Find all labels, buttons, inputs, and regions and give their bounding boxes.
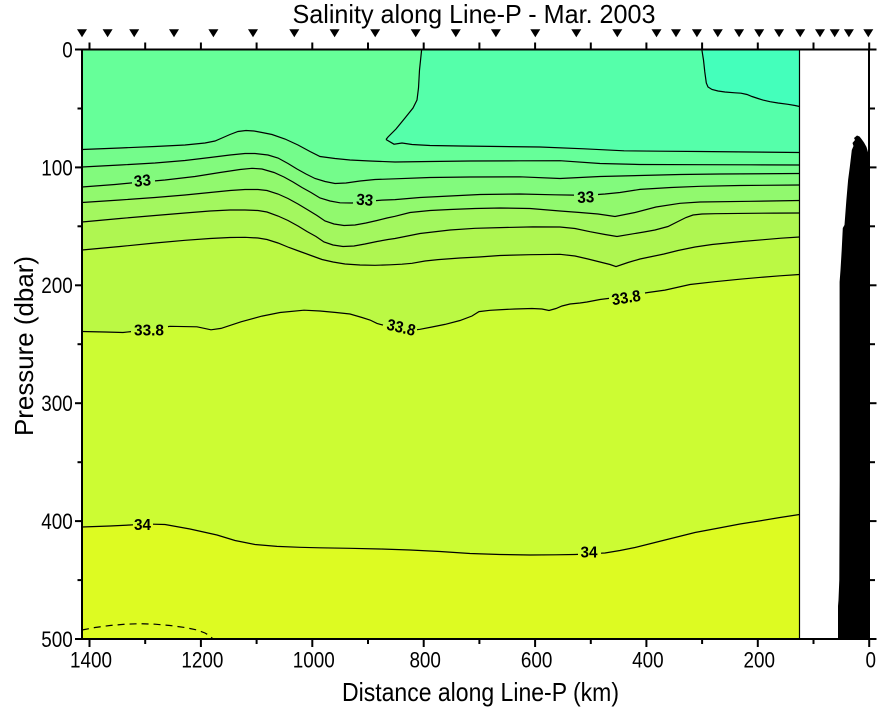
svg-text:1000: 1000 (293, 647, 335, 672)
svg-text:33.8: 33.8 (134, 323, 164, 340)
svg-text:1400: 1400 (70, 647, 112, 672)
svg-text:0: 0 (865, 647, 876, 672)
svg-text:34: 34 (581, 545, 598, 562)
svg-text:33: 33 (355, 192, 374, 210)
svg-text:300: 300 (41, 391, 73, 416)
svg-text:33: 33 (133, 172, 152, 191)
svg-text:0: 0 (62, 37, 73, 62)
svg-text:34: 34 (134, 517, 151, 534)
svg-text:Pressure (dbar): Pressure (dbar) (9, 256, 39, 436)
svg-text:1200: 1200 (181, 647, 223, 672)
svg-text:800: 800 (409, 647, 441, 672)
svg-text:100: 100 (41, 155, 73, 180)
svg-text:33.8: 33.8 (385, 317, 417, 340)
svg-text:500: 500 (41, 627, 73, 652)
svg-text:600: 600 (521, 647, 553, 672)
svg-text:33: 33 (577, 189, 595, 207)
svg-text:400: 400 (41, 509, 73, 534)
svg-text:Salinity along Line-P - Mar. 2: Salinity along Line-P - Mar. 2003 (293, 0, 656, 29)
svg-text:200: 200 (744, 647, 776, 672)
svg-text:33.8: 33.8 (611, 288, 642, 309)
svg-text:Distance along Line-P (km): Distance along Line-P (km) (342, 677, 619, 707)
svg-text:200: 200 (41, 273, 73, 298)
svg-text:400: 400 (632, 647, 664, 672)
